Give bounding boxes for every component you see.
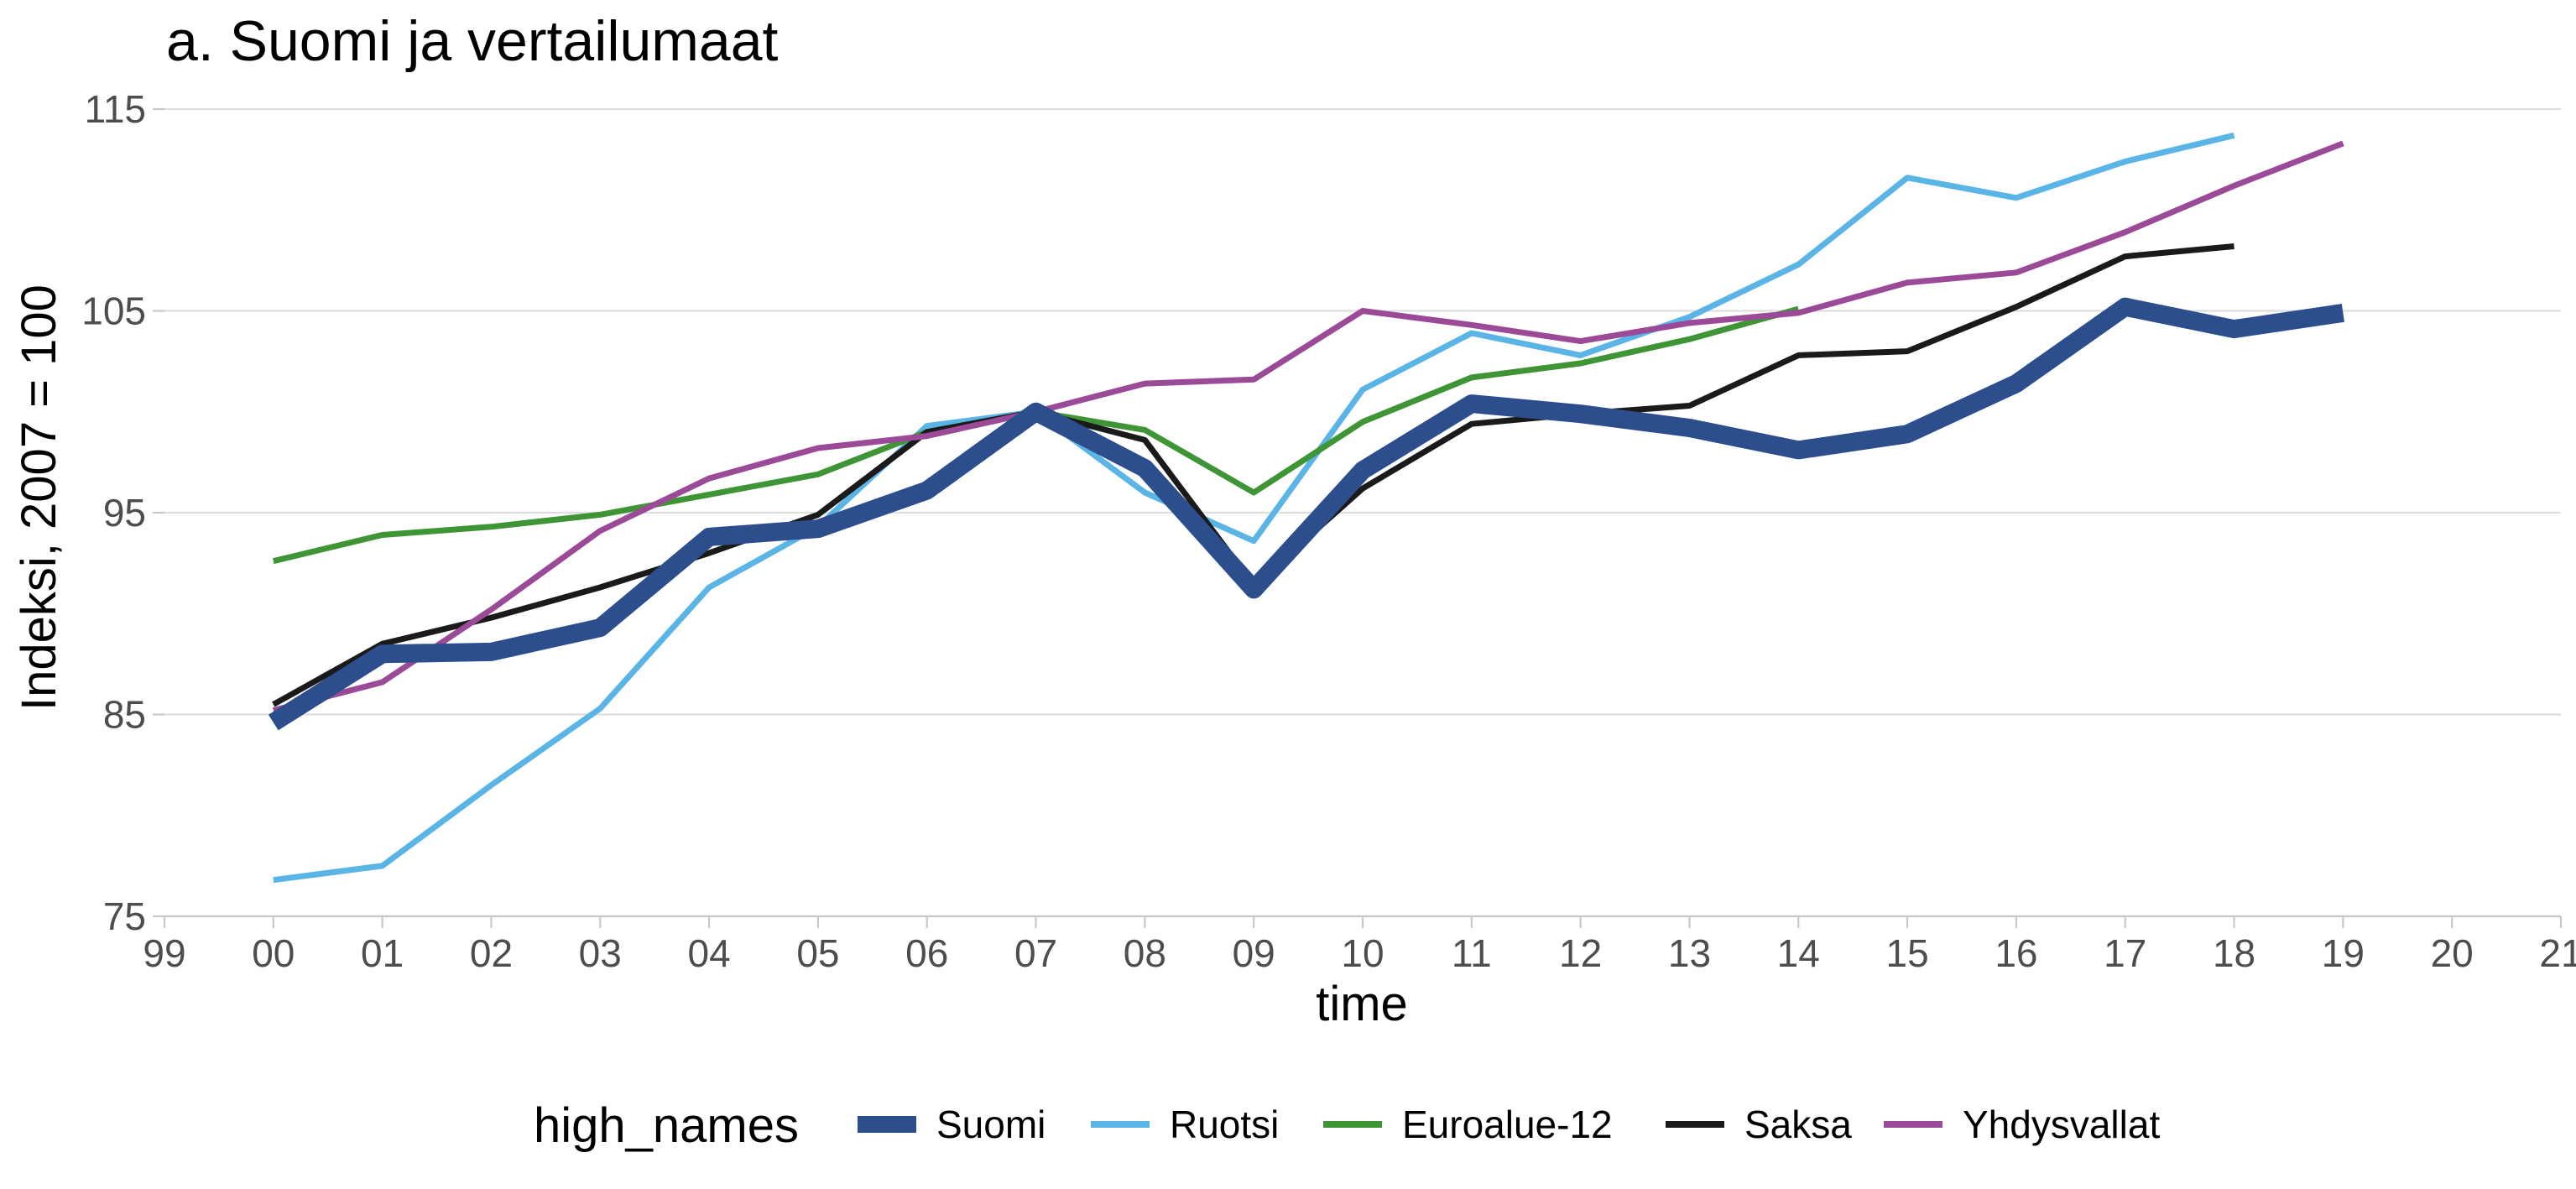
legend-label-saksa: Saksa bbox=[1744, 1103, 1852, 1146]
y-tick-label: 115 bbox=[85, 87, 146, 131]
x-axis-title: time bbox=[1316, 977, 1408, 1031]
legend-label-yhdysvallat: Yhdysvallat bbox=[1963, 1103, 2160, 1146]
x-tick-label: 15 bbox=[1886, 931, 1929, 975]
y-tick-label: 105 bbox=[81, 289, 146, 333]
x-tick-label: 04 bbox=[688, 931, 731, 975]
x-tick-label: 01 bbox=[361, 931, 404, 975]
legend: high_names Suomi Ruotsi Euroalue-12 Saksa Yh… bbox=[534, 1098, 2160, 1153]
series-lines bbox=[268, 132, 2345, 884]
x-tick-label: 13 bbox=[1668, 931, 1711, 975]
x-tick-label: 18 bbox=[2213, 931, 2255, 975]
legend-label-ruotsi: Ruotsi bbox=[1170, 1103, 1279, 1146]
y-tick-label: 95 bbox=[103, 491, 146, 535]
x-tick-label: 11 bbox=[1452, 931, 1492, 975]
legend-items: Suomi Ruotsi Euroalue-12 Saksa Yhdysvallat bbox=[858, 1103, 2160, 1146]
x-tick-label: 02 bbox=[470, 931, 513, 975]
x-tick-label: 07 bbox=[1014, 931, 1057, 975]
y-axis-ticks: 75 85 95 105 115 bbox=[81, 87, 164, 938]
x-tick-label: 09 bbox=[1233, 931, 1275, 975]
x-tick-label: 99 bbox=[143, 931, 185, 975]
x-tick-label: 06 bbox=[905, 931, 948, 975]
x-tick-label: 14 bbox=[1777, 931, 1820, 975]
series-line-ruotsi bbox=[273, 132, 2235, 884]
chart-title: a. Suomi ja vertailumaat bbox=[166, 9, 779, 73]
gridlines bbox=[164, 107, 2561, 918]
series-line-suomi bbox=[268, 297, 2345, 731]
x-tick-label: 20 bbox=[2431, 931, 2474, 975]
x-tick-label: 12 bbox=[1559, 931, 1602, 975]
x-tick-label: 10 bbox=[1341, 931, 1384, 975]
legend-label-euroalue-12: Euroalue-12 bbox=[1402, 1103, 1613, 1146]
x-tick-label: 19 bbox=[2322, 931, 2365, 975]
x-tick-label: 16 bbox=[1995, 931, 2037, 975]
x-tick-label: 17 bbox=[2104, 931, 2146, 975]
x-tick-label: 00 bbox=[252, 931, 295, 975]
y-tick-label: 75 bbox=[103, 894, 146, 938]
y-axis-title: Indeksi, 2007 = 100 bbox=[12, 284, 66, 711]
x-tick-label: 08 bbox=[1124, 931, 1166, 975]
series-line-euroalue-12 bbox=[272, 305, 1800, 565]
series-line-yhdysvallat bbox=[272, 140, 2344, 714]
x-tick-label: 05 bbox=[796, 931, 839, 975]
x-tick-label: 03 bbox=[579, 931, 622, 975]
x-tick-label: 21 bbox=[2539, 931, 2576, 975]
y-tick-label: 85 bbox=[103, 693, 146, 737]
x-axis-ticks: 99 00 01 02 03 04 05 06 07 08 09 10 11 12 13 14 15 16 17 18… bbox=[143, 916, 2576, 975]
legend-title: high_names bbox=[534, 1098, 799, 1153]
legend-label-suomi: Suomi bbox=[936, 1103, 1046, 1146]
